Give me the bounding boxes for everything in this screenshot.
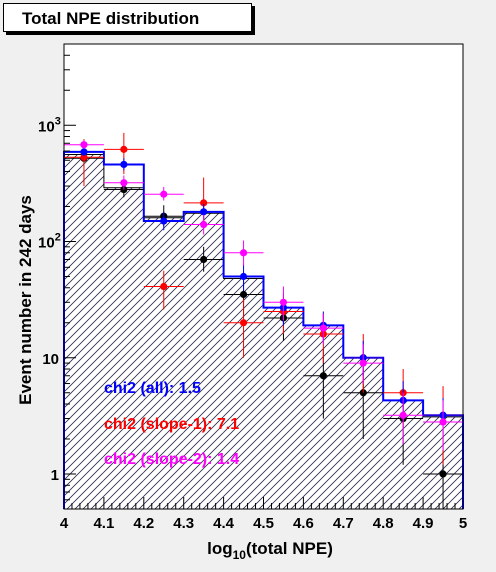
data-point (160, 190, 168, 198)
data-point (120, 145, 128, 153)
chart-title: Total NPE distribution (22, 9, 200, 28)
data-point (80, 148, 88, 156)
x-tick-label: 4.8 (373, 515, 394, 532)
data-point (120, 179, 128, 187)
data-point (120, 160, 128, 169)
y-axis-title: Event number in 242 days (16, 195, 35, 405)
chart-title-box: Total NPE distribution (3, 3, 252, 32)
x-tick-label: 4.3 (173, 515, 194, 532)
x-tick-label: 4 (60, 515, 69, 532)
data-point (200, 208, 208, 216)
x-axis-title: log10(total NPE) (207, 539, 333, 562)
data-point (439, 418, 447, 426)
y-tick-label: 103 (38, 115, 61, 135)
x-tick-label: 4.1 (93, 515, 114, 532)
data-point (200, 220, 208, 229)
legend-chi2-slope-1: chi2 (slope-1): 7.1 (104, 416, 239, 433)
data-points-layer (64, 132, 463, 509)
data-point (239, 290, 248, 299)
x-tick-label: 4.4 (213, 515, 235, 532)
data-point (319, 372, 327, 380)
y-tick-label: 1 (51, 467, 59, 484)
x-tick-label: 4.2 (133, 515, 154, 532)
histogram-bar (103, 187, 144, 509)
legend: chi2 (all): 1.5 chi2 (slope-1): 7.1 chi2… (104, 380, 239, 468)
legend-chi2-all: chi2 (all): 1.5 (104, 380, 201, 397)
data-point (359, 359, 367, 367)
data-point (80, 153, 88, 161)
histogram-bar (263, 307, 304, 509)
data-point (239, 319, 248, 327)
x-tick-label: 5 (459, 515, 467, 532)
data-point (239, 249, 248, 257)
x-tick-label: 4.6 (293, 515, 314, 532)
legend-chi2-slope-2: chi2 (slope-2): 1.4 (104, 451, 239, 468)
data-point (200, 255, 208, 264)
x-tick-label: 4.7 (333, 515, 354, 532)
data-point (200, 199, 208, 207)
histogram-bar (143, 217, 184, 510)
data-point (239, 272, 248, 281)
x-tick-label: 4.5 (253, 515, 274, 532)
y-tick-label: 102 (38, 232, 61, 252)
data-point (160, 217, 168, 225)
data-point (160, 282, 168, 291)
y-tick-label: 10 (42, 351, 59, 368)
data-point (80, 141, 88, 149)
data-point (439, 470, 447, 478)
x-tick-label: 4.9 (413, 515, 434, 532)
axes-layer: 4 4.1 4.2 4.3 4.4 4.5 4.6 4.7 4.8 4.9 5 1 10 102 103 (38, 43, 467, 532)
histogram-bar (64, 154, 104, 509)
data-point (279, 298, 288, 306)
data-point (399, 411, 407, 419)
data-point (319, 324, 327, 332)
